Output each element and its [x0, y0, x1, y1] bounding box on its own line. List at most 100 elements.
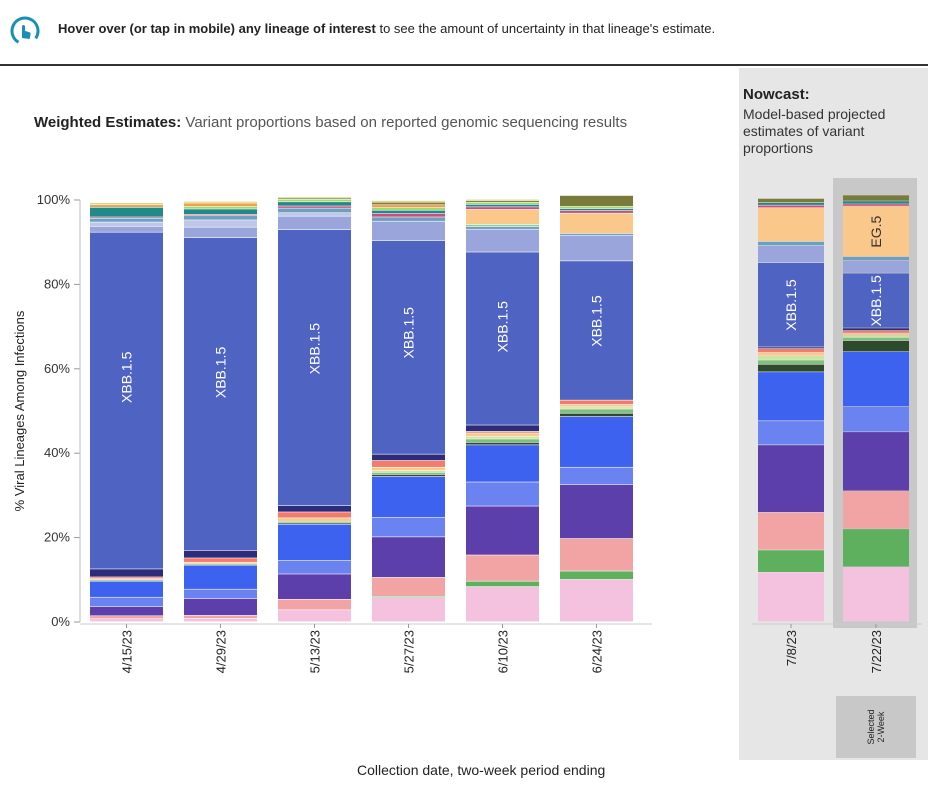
bar-segment-s07[interactable] [560, 413, 633, 417]
bar-segment-s01[interactable] [184, 618, 257, 622]
bar-segment-s15[interactable] [278, 213, 351, 216]
bar-segment-s05[interactable] [466, 482, 539, 506]
bar-segment-s11[interactable] [560, 400, 633, 405]
bar-segment-s23[interactable] [843, 195, 909, 201]
bar-segment-s07[interactable] [372, 474, 445, 477]
bar-segment-s14[interactable] [184, 227, 257, 238]
bar-segment-s20[interactable] [758, 202, 824, 205]
bar-segment-s11[interactable] [184, 558, 257, 562]
bar-segment-s01[interactable] [372, 597, 445, 622]
bar-segment-s05[interactable] [278, 560, 351, 574]
bar-segment-s10[interactable] [90, 578, 163, 580]
bar-segment-xbb-1-5[interactable] [560, 261, 633, 400]
bar-segment-s07[interactable] [466, 442, 539, 445]
bar-segment-s15[interactable] [184, 220, 257, 227]
bar-segment-eg-5[interactable] [560, 213, 633, 234]
bar-segment-s02[interactable] [372, 596, 445, 598]
bar-segment-s09[interactable] [758, 356, 824, 360]
bar-segment-s05[interactable] [843, 406, 909, 432]
bar-segment-s12[interactable] [758, 347, 824, 349]
bar-segment-s06[interactable] [372, 476, 445, 518]
bar-segment-s16[interactable] [560, 233, 633, 236]
bar-segment-s11[interactable] [90, 577, 163, 579]
bar-segment-xbb-1-5[interactable] [90, 232, 163, 569]
bar-segment-s22[interactable] [372, 205, 445, 208]
bar-segment-s19[interactable] [560, 210, 633, 213]
bar-segment-s03[interactable] [372, 577, 445, 597]
bar-segment-s16[interactable] [184, 216, 257, 220]
bar-segment-s19[interactable] [843, 204, 909, 206]
bar-segment-s01[interactable] [466, 586, 539, 622]
bar-segment-s11[interactable] [843, 330, 909, 333]
bar-segment-s03[interactable] [466, 555, 539, 581]
bar-segment-s23[interactable] [278, 198, 351, 199]
bar-segment-s01[interactable] [90, 619, 163, 622]
bar-segment-s02[interactable] [466, 581, 539, 587]
bar-segment-s07[interactable] [843, 340, 909, 352]
bar-segment-s16[interactable] [90, 218, 163, 222]
bar-segment-s22[interactable] [90, 205, 163, 207]
bar-segment-s10[interactable] [560, 404, 633, 407]
bar-segment-s04[interactable] [372, 537, 445, 578]
bar-segment-s03[interactable] [560, 538, 633, 571]
bar-segment-s06[interactable] [560, 416, 633, 467]
bar-segment-s05[interactable] [758, 421, 824, 445]
bar-segment-s21[interactable] [466, 202, 539, 205]
bar-segment-s16[interactable] [758, 241, 824, 246]
bar-segment-s08[interactable] [372, 472, 445, 475]
bar-segment-s16[interactable] [466, 227, 539, 229]
bar-segment-xbb-1-5[interactable] [466, 252, 539, 425]
bar-segment-s12[interactable] [90, 569, 163, 577]
bar-segment-s04[interactable] [843, 432, 909, 491]
bar-segment-s08[interactable] [278, 521, 351, 523]
bar-segment-s16[interactable] [843, 256, 909, 261]
bar-segment-s10[interactable] [758, 352, 824, 356]
bar-segment-s06[interactable] [90, 581, 163, 597]
bar-segment-s04[interactable] [466, 506, 539, 555]
bar-segment-s10[interactable] [184, 562, 257, 564]
bar-segment-s07[interactable] [278, 523, 351, 524]
bar-segment-s01[interactable] [278, 610, 351, 622]
bar-segment-s12[interactable] [843, 328, 909, 331]
bar-segment-s06[interactable] [184, 565, 257, 589]
bar-segment-eg-5[interactable] [843, 206, 909, 257]
bar-segment-s24[interactable] [278, 197, 351, 198]
bar-segment-s03[interactable] [758, 512, 824, 550]
bar-segment-s01[interactable] [843, 567, 909, 622]
bar-segment-s16[interactable] [278, 208, 351, 213]
bar-segment-s08[interactable] [466, 439, 539, 443]
bar-segment-s11[interactable] [758, 348, 824, 353]
bar-segment-s23[interactable] [758, 198, 824, 203]
bar-segment-s24[interactable] [184, 201, 257, 203]
bar-segment-s20[interactable] [90, 207, 163, 217]
bar-segment-s06[interactable] [843, 351, 909, 407]
bar-segment-s11[interactable] [372, 460, 445, 467]
bar-segment-xbb-1-5[interactable] [758, 262, 824, 347]
bar-segment-s14[interactable] [843, 260, 909, 273]
bar-segment-s17[interactable] [466, 224, 539, 227]
bar-segment-s10[interactable] [843, 333, 909, 335]
bar-segment-s23[interactable] [466, 200, 539, 202]
bar-segment-s08[interactable] [184, 564, 257, 565]
bar-segment-s19[interactable] [372, 213, 445, 217]
bar-segment-s15[interactable] [90, 222, 163, 226]
bar-segment-s20[interactable] [184, 209, 257, 215]
bar-segment-s23[interactable] [560, 195, 633, 207]
bar-segment-s01[interactable] [758, 572, 824, 622]
bar-segment-s12[interactable] [184, 550, 257, 558]
bar-segment-s01[interactable] [560, 579, 633, 622]
bar-segment-s20[interactable] [843, 201, 909, 204]
bar-segment-s24[interactable] [90, 202, 163, 205]
bar-segment-s23[interactable] [372, 202, 445, 205]
bar-segment-s06[interactable] [758, 372, 824, 421]
bar-segment-s05[interactable] [560, 467, 633, 485]
bar-segment-s05[interactable] [184, 589, 257, 599]
bar-segment-s07[interactable] [758, 364, 824, 372]
bar-segment-s11[interactable] [466, 431, 539, 433]
bar-segment-s24[interactable] [466, 199, 539, 201]
bar-segment-s19[interactable] [184, 214, 257, 216]
bar-segment-s03[interactable] [278, 599, 351, 610]
bar-segment-s19[interactable] [90, 217, 163, 218]
bar-segment-s09[interactable] [372, 470, 445, 473]
bar-segment-s21[interactable] [560, 206, 633, 209]
